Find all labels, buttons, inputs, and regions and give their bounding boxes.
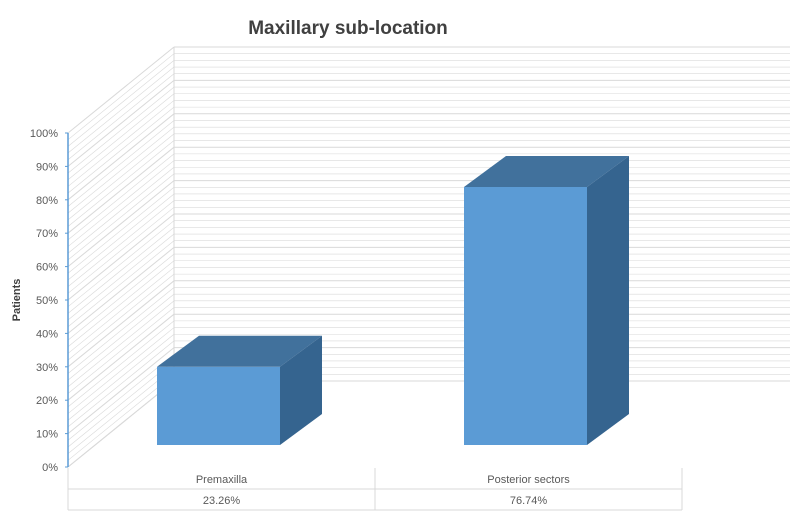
chart-title: Maxillary sub-location: [248, 18, 448, 39]
side-gridline: [67, 280, 175, 368]
side-gridline: [67, 146, 175, 234]
side-gridline: [67, 233, 175, 321]
side-gridline: [67, 133, 175, 221]
y-tick-label: 100%: [30, 128, 58, 140]
side-gridline: [67, 180, 175, 267]
side-gridline: [67, 193, 175, 281]
side-gridline: [67, 220, 175, 307]
side-gridline: [67, 360, 175, 448]
x-category-label: Posterior sectors: [487, 474, 570, 486]
side-gridline: [67, 80, 175, 167]
side-gridline: [67, 46, 175, 134]
y-tick-label: 80%: [36, 195, 58, 207]
side-gridline: [67, 240, 175, 327]
y-tick-label: 70%: [36, 228, 58, 240]
bar-side: [280, 335, 322, 445]
floor-edge: [67, 380, 175, 468]
side-gridline: [67, 247, 175, 334]
side-gridline: [67, 93, 175, 180]
side-gridline: [67, 173, 175, 261]
side-gridline: [67, 273, 175, 361]
side-gridline: [67, 354, 175, 441]
side-gridline: [67, 267, 175, 354]
side-gridline: [67, 53, 175, 140]
side-gridline: [67, 327, 175, 414]
side-gridline: [67, 153, 175, 241]
side-gridline: [67, 347, 175, 434]
side-gridline: [67, 300, 175, 388]
data-value-label: 76.74%: [510, 495, 548, 507]
side-gridline: [67, 86, 175, 174]
side-gridline: [67, 334, 175, 421]
y-tick-label: 20%: [36, 395, 58, 407]
side-gridline: [67, 120, 175, 207]
side-gridline: [67, 367, 175, 454]
y-tick-label: 50%: [36, 295, 58, 307]
y-tick-label: 30%: [36, 362, 58, 374]
side-gridline: [67, 307, 175, 394]
side-gridline: [67, 106, 175, 194]
side-gridline: [67, 287, 175, 374]
side-gridline: [67, 213, 175, 301]
side-gridline: [67, 100, 175, 187]
bar-front: [464, 187, 587, 445]
side-gridline: [67, 313, 175, 401]
data-table: Premaxilla 23.26% Posterior sectors 76.74%: [67, 468, 683, 511]
side-gridline: [67, 260, 175, 347]
side-gridline: [67, 60, 175, 147]
y-axis-label: Patients: [11, 279, 23, 322]
side-gridline: [67, 167, 175, 254]
y-tick-label: 40%: [36, 328, 58, 340]
side-gridline: [67, 160, 175, 247]
bar-top: [157, 335, 322, 367]
bars: [157, 156, 629, 445]
side-gridline: [67, 207, 175, 294]
side-gridline: [67, 126, 175, 214]
side-gridline: [67, 200, 175, 287]
bar-top: [464, 156, 629, 187]
y-tick-label: 90%: [36, 161, 58, 173]
side-gridline: [67, 140, 175, 227]
side-gridline: [67, 320, 175, 408]
side-gridline: [67, 253, 175, 341]
side-gridline: [67, 227, 175, 314]
x-category-label: Premaxilla: [196, 474, 248, 486]
side-gridline: [67, 113, 175, 201]
y-tick-label: 60%: [36, 262, 58, 274]
side-gridline: [67, 293, 175, 381]
data-value-label: 23.26%: [203, 495, 241, 507]
side-gridline: [67, 66, 175, 154]
side-gridline: [67, 187, 175, 274]
bar-side: [587, 156, 629, 445]
bar-front: [157, 366, 280, 445]
side-gridline: [67, 374, 175, 461]
side-gridline: [67, 73, 175, 160]
y-axis: 0% 10% 20% 30% 40% 50% 60% 70% 80% 90% 100%: [30, 128, 69, 474]
y-tick-label: 0%: [42, 462, 58, 474]
side-gridline: [67, 340, 175, 428]
y-tick-label: 10%: [36, 429, 58, 441]
